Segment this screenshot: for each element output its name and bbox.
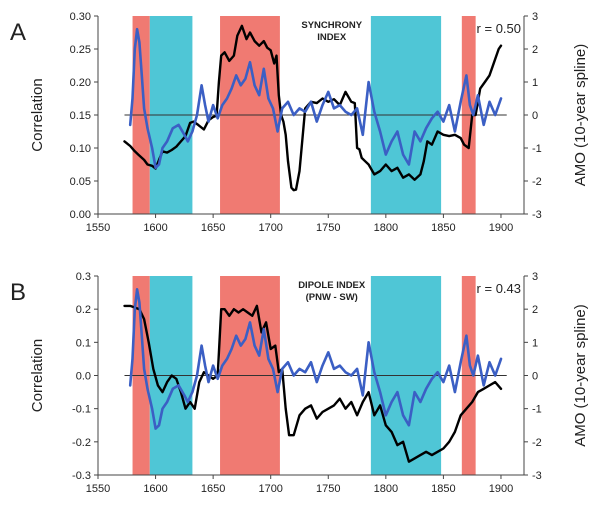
x-tick-label: 1750 [316,222,340,234]
right-tick-label: 0 [532,371,538,383]
left-tick-label: 0.0 [76,371,91,383]
x-tick-label: 1600 [143,483,167,495]
x-tick-label: 1900 [489,222,513,234]
correlation-series-line [123,304,503,463]
left-tick-label: -0.2 [72,437,91,449]
left-tick-label: 0.2 [76,304,91,316]
x-tick-label: 1550 [86,222,110,234]
x-tick-label: 1850 [431,483,455,495]
panel-label: B [10,279,26,306]
right-tick-label: -3 [532,209,542,221]
x-tick-label: 1650 [201,483,225,495]
left-tick-label: 0.1 [76,337,91,349]
left-tick-label: -0.3 [72,470,91,482]
x-tick-label: 1850 [431,222,455,234]
x-tick-label: 1700 [258,483,282,495]
left-tick-label: 0.25 [70,44,91,56]
right-tick-label: -3 [532,470,542,482]
x-tick-label: 1800 [374,222,398,234]
right-tick-label: -2 [532,437,542,449]
right-tick-label: 1 [532,337,538,349]
left-tick-label: 0.15 [70,110,91,122]
y-axis-label-right: AMO (10-year spline) [572,44,589,187]
y-axis-label-left: Correlation [29,78,46,151]
correlation-series-line [123,24,503,192]
right-tick-label: -1 [532,143,542,155]
left-tick-label: 0.3 [76,271,91,283]
x-tick-label: 1550 [86,483,110,495]
y-axis-label-right: AMO (10-year spline) [572,304,589,447]
x-tick-label: 1750 [316,483,340,495]
left-tick-label: 0.10 [70,143,91,155]
amo-series-line [128,27,503,170]
right-tick-label: 1 [532,77,538,89]
right-tick-label: 3 [532,11,538,23]
left-tick-label: 0.20 [70,77,91,89]
chart-subtitle: (PNW - SW) [306,292,358,303]
x-tick-label: 1700 [258,222,282,234]
right-tick-label: -2 [532,176,542,188]
left-tick-label: 0.30 [70,11,91,23]
right-tick-label: 0 [532,110,538,122]
x-tick-label: 1650 [201,222,225,234]
right-tick-label: -1 [532,404,542,416]
chart-subtitle: INDEX [317,32,347,43]
amo-series-line [128,287,503,430]
x-tick-label: 1800 [374,483,398,495]
right-tick-label: 2 [532,44,538,56]
panel-label: A [10,19,26,46]
chart-title: DIPOLE INDEX [298,280,366,291]
right-tick-label: 3 [532,271,538,283]
right-tick-label: 2 [532,304,538,316]
x-tick-label: 1900 [489,483,513,495]
x-tick-label: 1600 [143,222,167,234]
panel-a: 1550 1600 1650 1700 1750 1800 1850 1900 0.00 0.05… [10,11,589,234]
y-axis-label-left: Correlation [29,339,46,412]
left-tick-label: 0.05 [70,176,91,188]
left-tick-label: 0.00 [70,209,91,221]
correlation-annotation: r = 0.43 [477,281,521,296]
panel-b: 1550 1600 1650 1700 1750 1800 1850 1900 -0.3 -0.2… [10,271,589,495]
correlation-annotation: r = 0.50 [477,21,521,36]
chart-title: SYNCHRONY [301,20,362,31]
left-tick-label: -0.1 [72,404,91,416]
